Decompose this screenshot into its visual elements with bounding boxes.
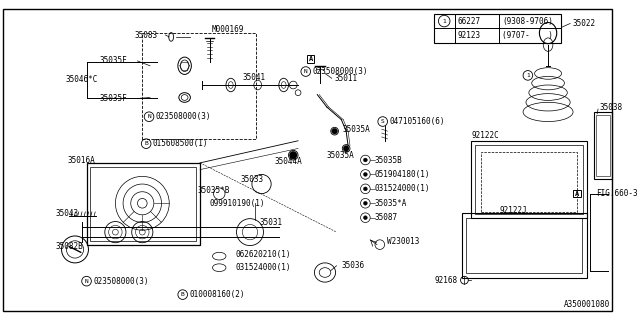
Text: 031524000(1): 031524000(1) — [375, 184, 431, 193]
Bar — [142, 33, 256, 139]
Text: 35046*C: 35046*C — [65, 75, 98, 84]
Text: 35083: 35083 — [134, 30, 157, 39]
Bar — [596, 115, 610, 176]
Text: 35082B: 35082B — [56, 242, 83, 251]
Text: 010008160(2): 010008160(2) — [189, 290, 245, 299]
Text: 35035F: 35035F — [100, 56, 128, 66]
Text: W230013: W230013 — [387, 237, 419, 246]
Text: 92123: 92123 — [458, 31, 481, 40]
Text: 35044A: 35044A — [274, 157, 302, 166]
Text: 92168: 92168 — [435, 276, 458, 285]
Text: 35036: 35036 — [341, 261, 364, 270]
Text: 35038: 35038 — [600, 103, 623, 112]
Text: 35031: 35031 — [260, 218, 283, 227]
Text: 92122C: 92122C — [471, 132, 499, 140]
Text: 35035F: 35035F — [100, 94, 128, 103]
Text: 35022: 35022 — [572, 19, 595, 28]
Bar — [86, 163, 200, 244]
Bar — [461, 213, 586, 278]
Circle shape — [332, 128, 337, 134]
Bar — [90, 167, 196, 241]
Text: 35016A: 35016A — [67, 156, 95, 164]
Circle shape — [364, 158, 367, 162]
Text: 023508000(3): 023508000(3) — [156, 112, 211, 121]
Circle shape — [364, 201, 367, 205]
Circle shape — [364, 216, 367, 220]
Text: 1: 1 — [526, 73, 530, 78]
Text: 66227: 66227 — [458, 17, 481, 26]
Text: 92122J: 92122J — [500, 206, 528, 215]
Text: 35035*A: 35035*A — [375, 199, 408, 208]
Text: 35035A: 35035A — [327, 151, 355, 160]
Text: S: S — [381, 119, 385, 124]
Text: 35035A: 35035A — [342, 125, 370, 134]
Circle shape — [289, 151, 297, 159]
Bar — [475, 145, 582, 214]
Circle shape — [343, 146, 349, 151]
Text: 35035*B: 35035*B — [197, 186, 230, 195]
Text: A350001080: A350001080 — [564, 300, 611, 309]
Text: 023508000(3): 023508000(3) — [93, 277, 148, 286]
Text: N: N — [304, 69, 308, 74]
Text: 047105160(6): 047105160(6) — [389, 117, 445, 126]
Text: 023508000(3): 023508000(3) — [312, 67, 368, 76]
Circle shape — [364, 172, 367, 176]
Bar — [467, 218, 582, 274]
Text: 35011: 35011 — [335, 74, 358, 83]
Text: M000169: M000169 — [212, 25, 244, 34]
Text: 062620210(1): 062620210(1) — [236, 250, 291, 259]
Text: 1: 1 — [442, 19, 446, 24]
Bar — [481, 152, 577, 212]
Bar — [471, 141, 586, 218]
Text: 35087: 35087 — [375, 213, 398, 222]
Text: 099910190(1): 099910190(1) — [210, 199, 265, 208]
Text: B: B — [181, 292, 184, 297]
Text: 35035B: 35035B — [375, 156, 403, 164]
Text: 35033: 35033 — [241, 175, 264, 184]
Text: (9308-9706): (9308-9706) — [502, 17, 553, 26]
Bar — [307, 55, 314, 63]
Text: 35041: 35041 — [243, 73, 266, 82]
Text: A: A — [575, 191, 579, 197]
Circle shape — [364, 187, 367, 191]
Bar — [434, 14, 561, 43]
Text: 35043: 35043 — [56, 209, 79, 218]
Text: 051904180(1): 051904180(1) — [375, 170, 431, 179]
Bar — [594, 112, 612, 179]
Text: A: A — [308, 56, 313, 62]
Text: 031524000(1): 031524000(1) — [236, 263, 291, 272]
Text: 015608500(1): 015608500(1) — [153, 139, 209, 148]
Text: (9707-    ): (9707- ) — [502, 31, 553, 40]
Text: N: N — [147, 114, 151, 119]
Text: N: N — [84, 279, 88, 284]
Text: FIG.660-3: FIG.660-3 — [596, 189, 638, 198]
Bar — [573, 190, 580, 197]
Text: B: B — [144, 141, 148, 146]
